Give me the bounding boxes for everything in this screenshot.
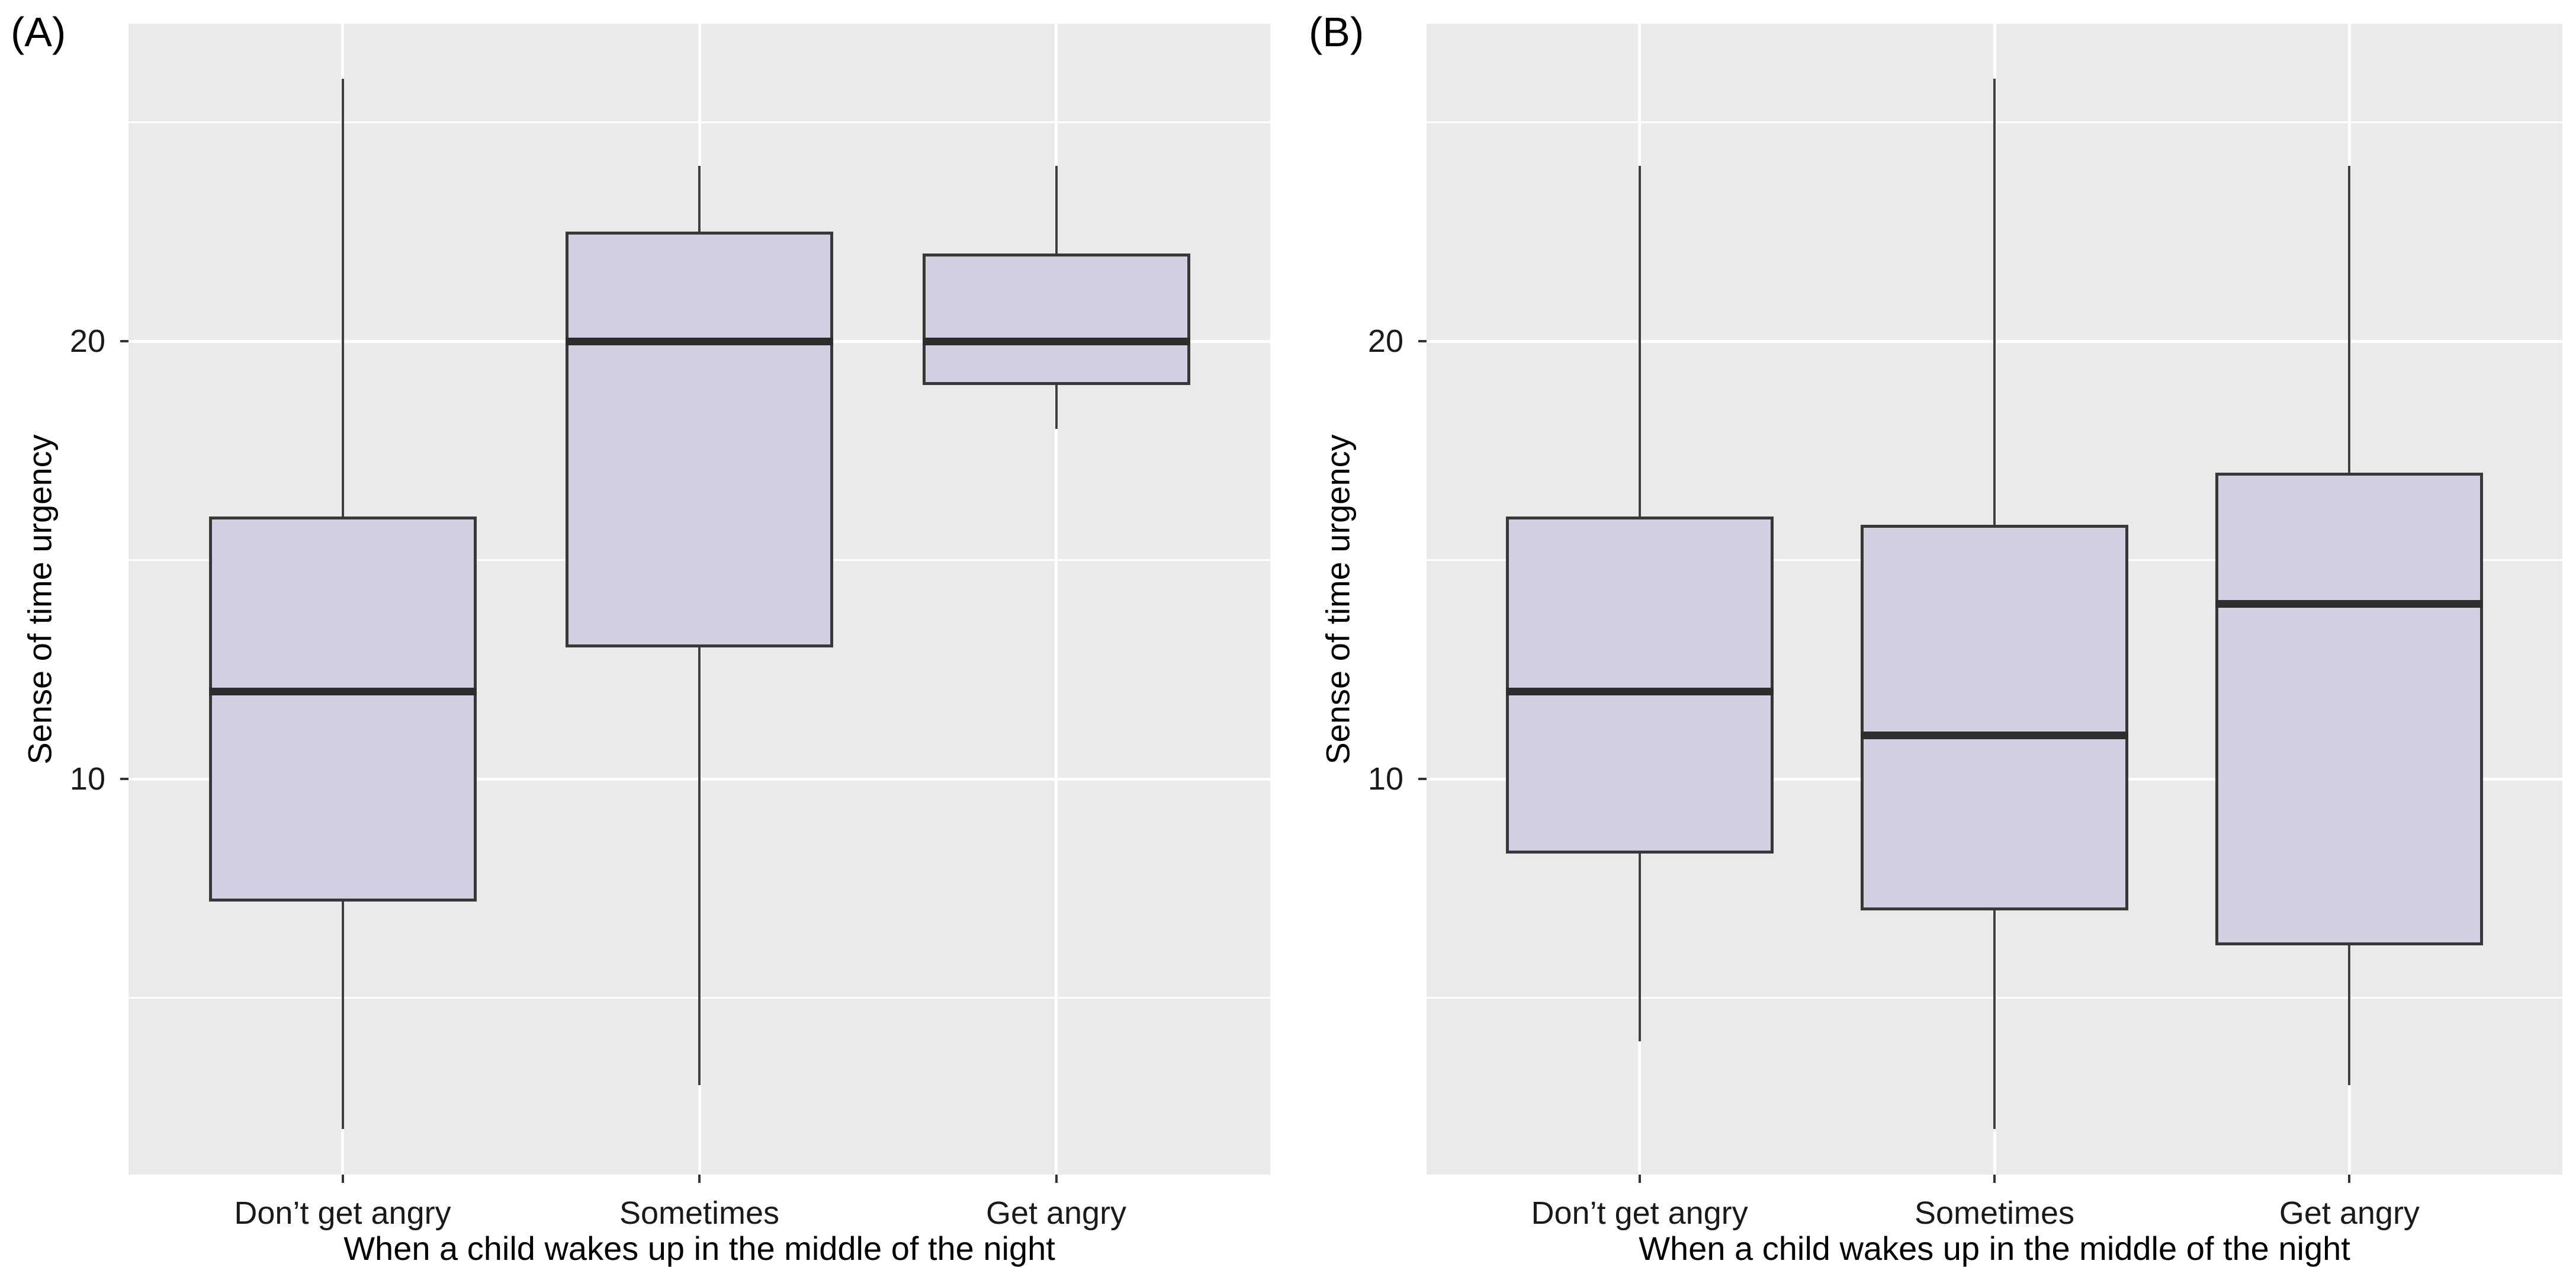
x-axis-tick [1055, 1175, 1058, 1183]
x-tick-label: Don’t get angry [1531, 1195, 1748, 1231]
x-tick-label: Sometimes [1914, 1195, 2075, 1231]
x-axis-tick [698, 1175, 701, 1183]
boxplot-box [208, 516, 477, 902]
y-tick-label: 10 [69, 761, 105, 797]
x-axis-tick [1638, 1175, 1641, 1183]
boxplot-box [2215, 472, 2484, 945]
y-axis-tick [1418, 778, 1427, 780]
x-tick-label: Get angry [2279, 1195, 2420, 1231]
median-line [566, 337, 833, 345]
x-tick-label: Sometimes [619, 1195, 780, 1231]
panel-label: (B) [1309, 9, 1364, 55]
y-axis-tick [120, 778, 129, 780]
x-tick-label: Get angry [985, 1195, 1127, 1231]
x-tick-label: Don’t get angry [234, 1195, 451, 1231]
median-line [922, 337, 1190, 345]
y-axis-tick [120, 340, 129, 342]
median-line [1861, 731, 2128, 739]
boxplot-box [922, 254, 1190, 385]
y-axis-title: Sense of time urgency [21, 434, 59, 765]
median-line [1505, 687, 1774, 695]
y-tick-label: 20 [69, 323, 105, 359]
boxplot-box [566, 232, 833, 648]
y-tick-label: 20 [1367, 323, 1403, 359]
boxplot-box [1861, 525, 2128, 910]
x-axis-tick [2348, 1175, 2351, 1183]
median-line [2215, 599, 2484, 608]
x-axis-tick [341, 1175, 344, 1183]
x-axis-tick [1993, 1175, 1996, 1183]
x-axis-title: When a child wakes up in the middle of t… [1639, 1230, 2350, 1267]
boxplot-box [1505, 516, 1774, 854]
y-axis-title: Sense of time urgency [1319, 434, 1357, 765]
y-axis-tick [1418, 340, 1427, 342]
median-line [208, 687, 477, 695]
y-tick-label: 10 [1367, 761, 1403, 797]
gridline-category [1055, 24, 1058, 1175]
panel-label: (A) [11, 9, 66, 55]
x-axis-title: When a child wakes up in the middle of t… [343, 1230, 1055, 1267]
